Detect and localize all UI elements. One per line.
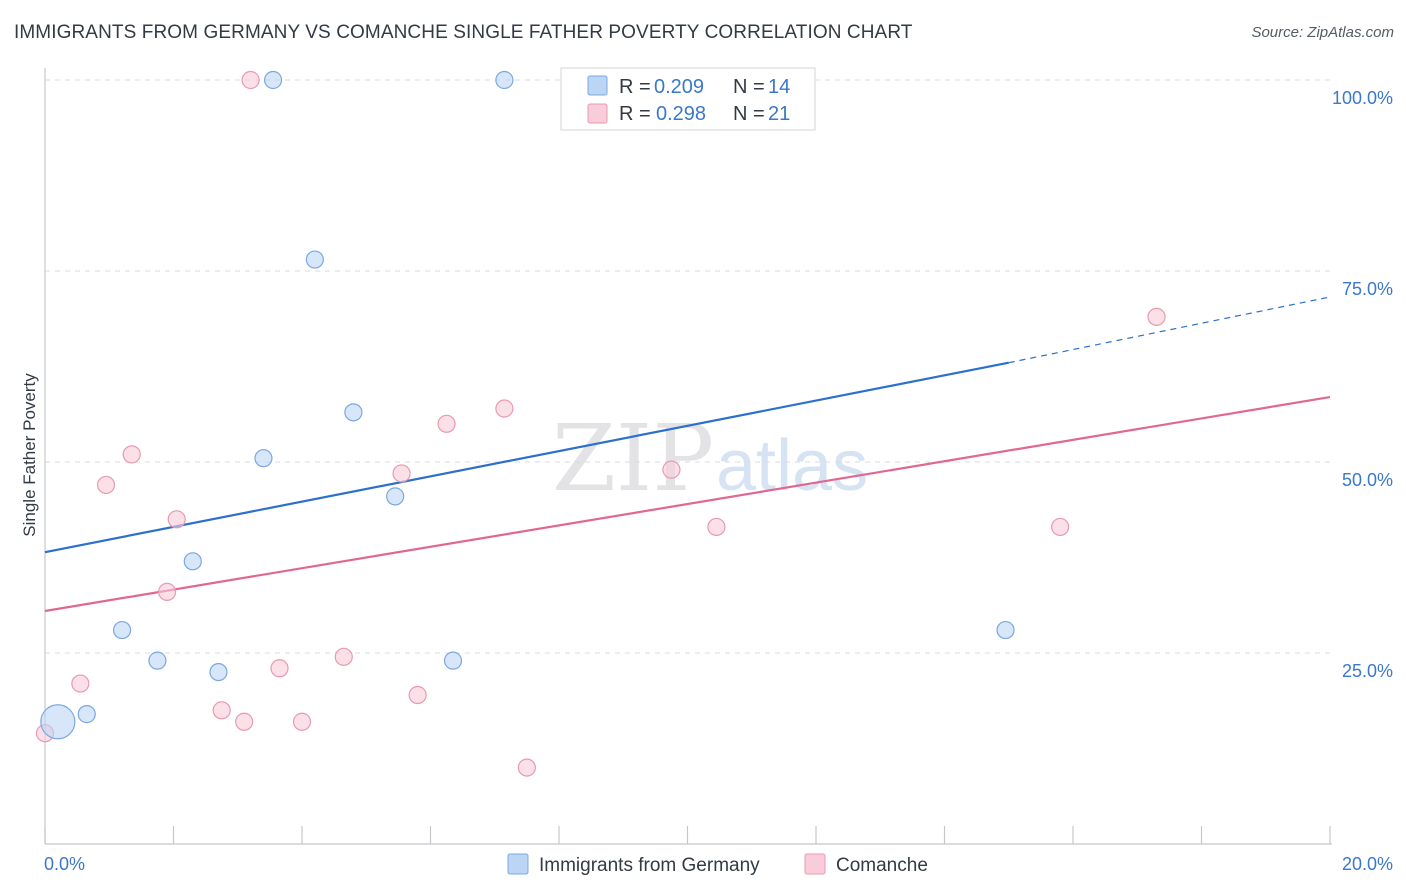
chart-title: IMMIGRANTS FROM GERMANY VS COMANCHE SING… [14,22,913,43]
y-axis-label: Single Father Poverty [20,373,39,537]
point-comanche [408,685,427,705]
point-comanche [495,399,514,418]
point-comanche [96,475,116,495]
point-comanche [167,510,186,529]
chart-source: Source: ZipAtlas.com [1251,24,1394,41]
point-germany [112,620,132,640]
data-points [35,70,1166,777]
point-germany [305,250,324,269]
point-germany [495,70,514,90]
watermark: ZIP atlas [552,405,868,512]
point-comanche [292,712,312,731]
point-comanche [334,647,353,666]
trend-line-germany [44,361,1009,554]
grid [45,79,1332,654]
watermark-zip: ZIP [552,405,714,512]
x-tick-label: 20.0% [1342,854,1393,874]
legend-n-value: 21 [768,103,790,125]
legend-swatch-blue [587,75,608,96]
legend-n-label: N = [733,103,765,125]
point-comanche [1147,307,1166,326]
point-germany [183,552,202,571]
point-germany [77,705,96,724]
bottom-legend-swatch-germany [507,853,529,875]
point-germany [344,403,363,422]
point-germany [209,662,228,682]
point-germany [386,487,405,506]
point-germany [263,70,283,90]
y-tick-label: 75.0% [1342,279,1393,299]
point-comanche [122,445,141,464]
trend-lines [44,296,1331,613]
point-germany [40,704,76,740]
point-germany [443,651,463,670]
point-comanche [1051,517,1070,537]
watermark-atlas: atlas [716,426,868,506]
legend-swatch-pink [587,103,608,124]
x-tick-label: 0.0% [44,854,85,874]
bottom-legend-label-germany: Immigrants from Germany [539,855,760,876]
point-germany [996,620,1015,640]
point-comanche [235,712,254,731]
tick-labels: 25.0% 50.0% 75.0% 100.0% 0.0% 20.0% [44,88,1393,874]
y-tick-label: 100.0% [1332,88,1393,108]
legend-r-value: 0.298 [656,103,706,125]
bottom-legend-swatch-comanche [804,853,826,875]
trend-line-germany-extension [1008,296,1331,364]
point-comanche [212,701,231,720]
point-comanche [517,758,536,777]
y-tick-label: 25.0% [1342,661,1393,681]
y-tick-label: 50.0% [1342,470,1393,490]
point-comanche [392,464,411,483]
legend: R = 0.209 N = 14 R = 0.298 N = 21 [560,67,816,131]
legend-r-label: R = [619,103,651,125]
trend-line-comanche [44,395,1331,613]
point-comanche [157,582,177,601]
bottom-legend-label-comanche: Comanche [836,855,928,876]
point-comanche [707,517,726,537]
legend-n-label: N = [733,76,765,98]
point-germany [148,651,167,670]
point-comanche [71,674,90,693]
point-comanche [270,659,289,678]
bottom-legend: Immigrants from Germany Comanche [507,853,928,876]
point-comanche [437,414,456,433]
legend-n-value: 14 [768,76,790,98]
point-comanche [662,460,681,479]
legend-r-label: R = [619,76,651,98]
point-germany [254,449,273,468]
point-comanche [241,70,260,90]
legend-r-value: 0.209 [654,76,704,98]
